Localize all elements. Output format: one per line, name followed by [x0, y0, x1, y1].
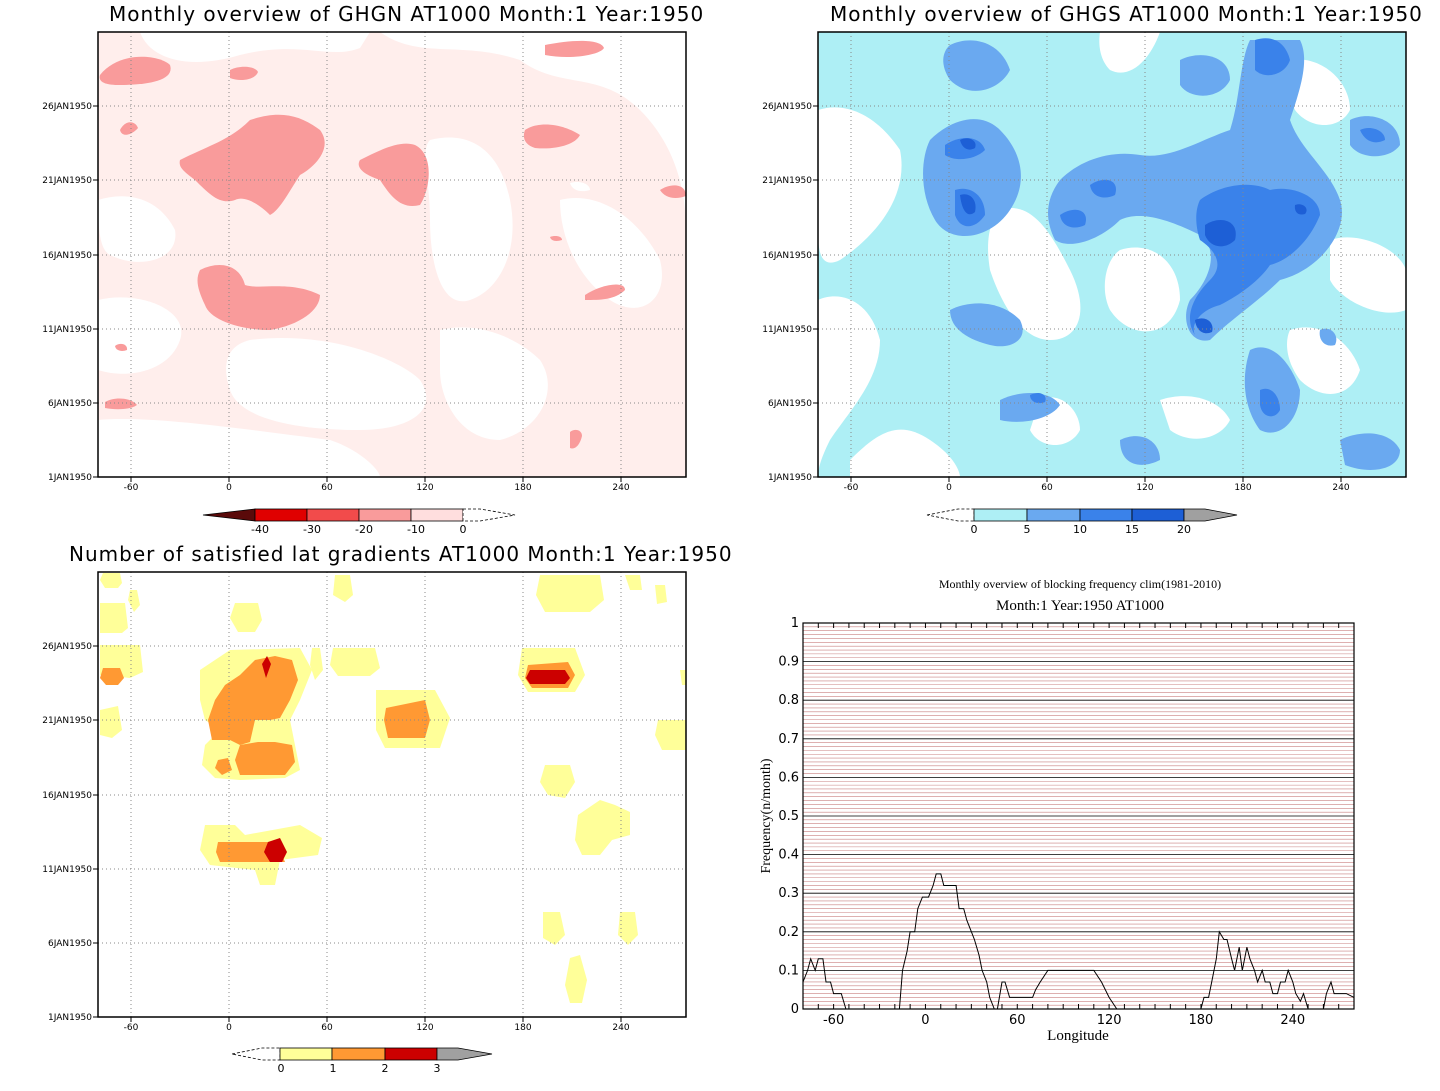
ghgs-xtick: 60: [1041, 483, 1053, 493]
blocking-xtick-label: -60: [823, 1013, 844, 1028]
ghgn-colorbar-label: 0: [460, 523, 467, 536]
blocking-ytick-label: 0: [791, 1002, 799, 1017]
ghgn-xtick: 120: [416, 483, 433, 493]
ghgn-plot: 1JAN1950 6JAN1950 11JAN1950 16JAN1950 21…: [42, 31, 687, 493]
ghgn-colorbar: -40 -30 -20 -10 0: [202, 508, 516, 536]
ghgs-colorbar-label: 0: [971, 523, 978, 536]
ghgn-xtick: 180: [514, 483, 531, 493]
ghgs-xtick: 180: [1234, 483, 1251, 493]
ghgn-colorbar-label: -20: [355, 523, 373, 536]
ghgs-ytick: 11JAN1950: [762, 325, 812, 335]
ghgs-colorbar: 0 5 10 15 20: [926, 508, 1238, 536]
ghgn-ytick: 26JAN1950: [42, 102, 92, 112]
blocking-ytick-label: 0.1: [778, 963, 799, 978]
ghgn-xtick: -60: [124, 483, 139, 493]
gradients-colorbar-label: 1: [330, 1062, 337, 1075]
ghgn-ytick: 11JAN1950: [42, 325, 92, 335]
gradients-xtick: 0: [226, 1023, 232, 1033]
blocking-ytick-label: 0.5: [778, 809, 799, 824]
blocking-ytick-label: 0.3: [778, 886, 799, 901]
blocking-xtick-label: 60: [1009, 1013, 1026, 1028]
gradients-colorbar-label: 3: [434, 1062, 441, 1075]
gradients-colorbar-label: 0: [278, 1062, 285, 1075]
gradients-xtick: 120: [416, 1023, 433, 1033]
blocking-ytick-label: 0.4: [778, 848, 799, 863]
ghgn-x-ticks: -60 0 60 120 180 240: [124, 483, 630, 493]
blocking-ytick-label: 0.6: [778, 770, 799, 785]
gradients-ytick: 21JAN1950: [42, 716, 92, 726]
blocking-xlabel: Longitude: [1047, 1028, 1109, 1044]
ghgn-colorbar-label: -40: [251, 523, 269, 536]
ghgs-colorbar-label: 10: [1073, 523, 1087, 536]
ghgn-ytick: 6JAN1950: [48, 399, 92, 409]
ghgn-ytick: 1JAN1950: [48, 473, 92, 483]
gradients-colorbar: 0 1 2 3: [231, 1047, 493, 1075]
gradients-ytick: 16JAN1950: [42, 791, 92, 801]
blocking-subtitle: Month:1 Year:1950 AT1000: [996, 598, 1164, 614]
blocking-ytick-label: 0.2: [778, 925, 799, 940]
gradients-title: Number of satisfied lat gradients AT1000…: [69, 542, 733, 566]
ghgn-xtick: 240: [612, 483, 629, 493]
ghgs-xtick: -60: [844, 483, 859, 493]
ghgn-title: Monthly overview of GHGN AT1000 Month:1 …: [109, 2, 705, 26]
ghgs-xtick: 0: [946, 483, 952, 493]
blocking-ytick-label: 0.8: [778, 693, 799, 708]
gradients-colorbar-label: 2: [382, 1062, 389, 1075]
gradients-xtick: -60: [124, 1023, 139, 1033]
blocking-frequency-line: [802, 873, 1355, 1010]
ghgn-xtick: 60: [321, 483, 333, 493]
ghgs-ytick: 16JAN1950: [762, 251, 812, 261]
blocking-xtick-label: 0: [921, 1013, 929, 1028]
ghgn-ytick: 21JAN1950: [42, 176, 92, 186]
ghgn-colorbar-label: -10: [407, 523, 425, 536]
blocking-xtick-label: 240: [1280, 1013, 1305, 1028]
blocking-ytick-label: 0.9: [778, 655, 799, 670]
gradients-plot: 1JAN1950 6JAN1950 11JAN1950 16JAN1950 21…: [42, 571, 687, 1033]
ghgs-plot: 1JAN1950 6JAN1950 11JAN1950 16JAN1950 21…: [762, 31, 1407, 493]
ghgn-xtick: 0: [226, 483, 232, 493]
ghgs-ytick: 26JAN1950: [762, 102, 812, 112]
ghgs-xtick: 240: [1332, 483, 1349, 493]
ghgs-colorbar-label: 20: [1177, 523, 1191, 536]
blocking-ytick-label: 0.7: [778, 732, 799, 747]
ghgn-ytick: 16JAN1950: [42, 251, 92, 261]
ghgs-ytick: 1JAN1950: [768, 473, 812, 483]
blocking-ytick-label: 1: [791, 616, 799, 631]
gradients-xtick: 180: [514, 1023, 531, 1033]
ghgn-region: [380, 32, 686, 230]
blocking-ylabel: Frequency(n/month): [759, 758, 774, 873]
blocking-xtick-label: 180: [1189, 1013, 1214, 1028]
gradients-ytick: 26JAN1950: [42, 642, 92, 652]
ghgs-title: Monthly overview of GHGS AT1000 Month:1 …: [830, 2, 1423, 26]
ghgs-colorbar-label: 15: [1125, 523, 1139, 536]
blocking-plot: 0 0.1 0.2 0.3 0.4 0.5 0.6 0.7 0.8 0.9 1 -60 0 60 120 1…: [759, 616, 1355, 1044]
gradients-xtick: 240: [612, 1023, 629, 1033]
blocking-title: Monthly overview of blocking frequency c…: [938, 577, 1222, 591]
ghgn-colorbar-label: -30: [303, 523, 321, 536]
ghgs-ytick: 6JAN1950: [768, 399, 812, 409]
gradients-ytick: 11JAN1950: [42, 865, 92, 875]
ghgs-xtick: 120: [1136, 483, 1153, 493]
gradients-ytick: 6JAN1950: [48, 939, 92, 949]
gradients-xtick: 60: [321, 1023, 333, 1033]
ghgs-ytick: 21JAN1950: [762, 176, 812, 186]
gradients-ytick: 1JAN1950: [48, 1013, 92, 1023]
blocking-xtick-label: 120: [1097, 1013, 1122, 1028]
ghgs-colorbar-label: 5: [1024, 523, 1031, 536]
ghgn-y-ticks: 1JAN1950 6JAN1950 11JAN1950 16JAN1950 21…: [42, 102, 92, 483]
